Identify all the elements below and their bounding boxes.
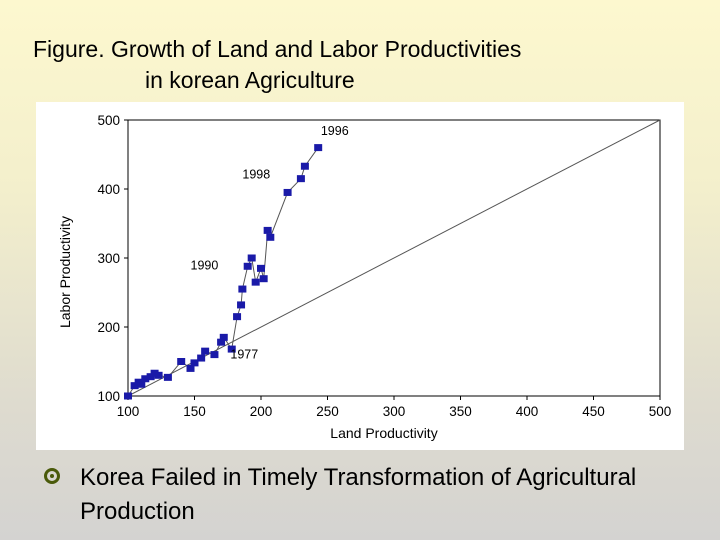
series-line (127, 147, 319, 397)
x-tick-label: 450 (582, 404, 605, 419)
data-point (210, 351, 219, 359)
data-point (163, 373, 172, 381)
data-point (238, 285, 247, 293)
data-point (190, 359, 199, 367)
slide-title-line-1: Figure. Growth of Land and Labor Product… (33, 36, 522, 62)
y-tick-label: 200 (97, 320, 120, 335)
y-tick-label: 300 (97, 251, 120, 266)
chart-axes: 100 150 200 250 300 350 400 450 500 100 200 300 400 5… (57, 113, 671, 441)
circle-bullet-icon (44, 468, 60, 484)
data-point (251, 278, 260, 286)
chart-labels: 1977 1990 1998 1996 (191, 124, 349, 362)
y-tick-label: 500 (97, 113, 120, 128)
data-point (296, 175, 305, 183)
year-annotation: 1990 (191, 259, 219, 273)
data-point (300, 162, 309, 170)
data-point (247, 254, 256, 262)
data-point (154, 371, 163, 379)
x-tick-label: 100 (117, 404, 140, 419)
slide-title-line-2: in korean Agriculture (145, 67, 355, 93)
slide-title: Figure. Growth of Land and Labor Product… (0, 34, 720, 96)
scatter-chart: 100 150 200 250 300 350 400 450 500 100 200 300 400 5… (57, 113, 671, 441)
data-point (186, 364, 195, 372)
data-point (257, 264, 265, 272)
data-point (237, 301, 246, 309)
x-axis-title: Land Productivity (330, 425, 437, 441)
y-axis-title: Labor Productivity (57, 216, 73, 328)
x-tick-label: 350 (449, 404, 472, 419)
y-tick-label: 400 (97, 182, 120, 197)
y-tick-label: 100 (97, 389, 120, 404)
data-point (243, 262, 252, 270)
data-point (233, 313, 242, 321)
year-annotation: 1996 (321, 124, 349, 138)
x-tick-label: 400 (516, 404, 539, 419)
x-tick-label: 200 (250, 404, 273, 419)
data-point (219, 333, 228, 341)
x-tick-label: 500 (649, 404, 672, 419)
x-tick-label: 300 (383, 404, 406, 419)
data-point (197, 354, 206, 362)
data-point (137, 380, 146, 388)
data-point (263, 226, 272, 234)
year-annotation: 1998 (242, 168, 270, 182)
data-point (283, 188, 292, 196)
data-point (217, 338, 226, 346)
x-tick-label: 250 (316, 404, 339, 419)
data-point (227, 345, 236, 353)
data-point (201, 347, 210, 355)
data-point (314, 144, 323, 152)
x-tick-label: 150 (183, 404, 206, 419)
data-point (266, 233, 275, 241)
year-annotation: 1977 (230, 348, 258, 362)
data-point (124, 392, 132, 400)
data-point (141, 375, 150, 383)
data-point (177, 358, 186, 365)
series-group (124, 144, 323, 400)
data-point (259, 275, 268, 283)
chart-panel: 100 150 200 250 300 350 400 450 500 100 200 300 400 5… (36, 102, 684, 450)
bullet-text: Korea Failed in Timely Transformation of… (80, 464, 637, 525)
